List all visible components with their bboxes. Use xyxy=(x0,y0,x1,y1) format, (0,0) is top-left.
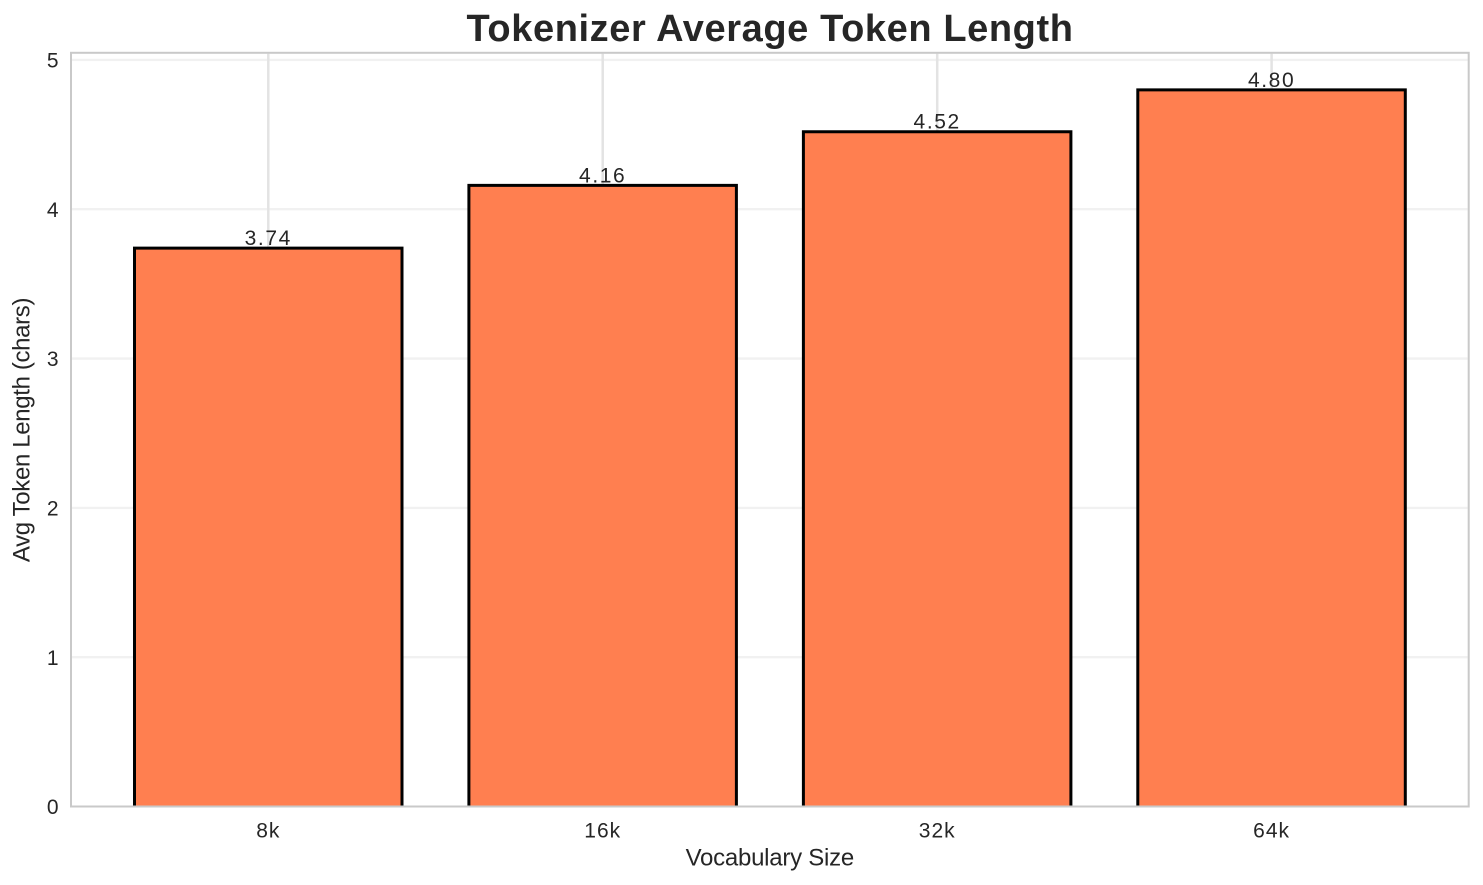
svg-text:4.80: 4.80 xyxy=(1248,69,1295,92)
svg-text:Tokenizer Average Token Length: Tokenizer Average Token Length xyxy=(466,8,1073,50)
svg-text:0: 0 xyxy=(47,796,59,819)
svg-text:4.16: 4.16 xyxy=(579,164,626,187)
svg-text:3: 3 xyxy=(47,348,59,371)
svg-text:4: 4 xyxy=(47,199,59,222)
svg-text:Avg Token Length (chars): Avg Token Length (chars) xyxy=(9,298,36,562)
svg-text:4.52: 4.52 xyxy=(914,111,961,134)
svg-text:8k: 8k xyxy=(256,820,280,843)
svg-text:16k: 16k xyxy=(584,820,621,843)
svg-text:1: 1 xyxy=(47,647,59,670)
svg-text:Vocabulary Size: Vocabulary Size xyxy=(686,845,854,872)
svg-text:3.74: 3.74 xyxy=(245,227,292,250)
svg-text:64k: 64k xyxy=(1253,820,1290,843)
svg-text:5: 5 xyxy=(47,50,59,73)
svg-text:2: 2 xyxy=(47,498,59,521)
svg-text:32k: 32k xyxy=(919,820,956,843)
